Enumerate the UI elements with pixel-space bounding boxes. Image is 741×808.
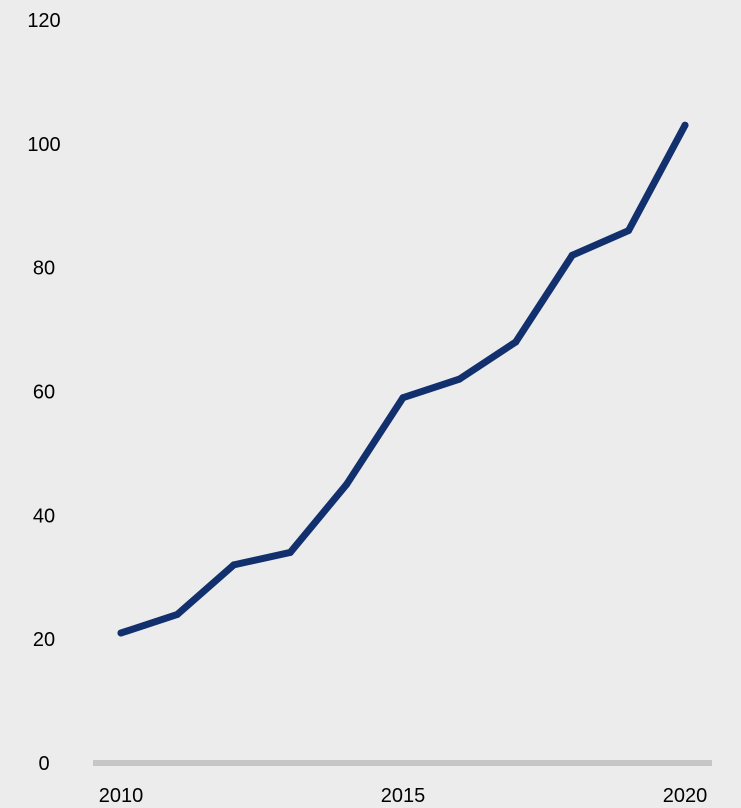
y-tick-label: 100 [27,134,60,156]
data-point [681,121,689,129]
y-axis-ticks: 0 20 40 60 80 100 120 [27,10,60,775]
y-tick-label: 60 [33,382,55,404]
data-point [286,548,294,556]
data-point [230,561,238,569]
data-point [117,629,125,637]
data-point [173,610,181,618]
data-point [455,375,463,383]
series-line [117,121,689,637]
x-tick-label: 2010 [99,785,144,807]
data-point [399,394,407,402]
y-tick-label: 120 [27,10,60,32]
y-tick-label: 20 [33,629,55,651]
y-tick-label: 80 [33,258,55,280]
data-point [568,251,576,259]
data-point [512,338,520,346]
x-tick-label: 2020 [663,785,708,807]
data-point [625,227,633,235]
y-tick-label: 0 [38,753,49,775]
series-points [117,121,689,637]
y-tick-label: 40 [33,505,55,527]
x-tick-label: 2015 [381,785,426,807]
data-point [343,480,351,488]
x-axis-ticks: 2010 2015 2020 [99,785,708,807]
